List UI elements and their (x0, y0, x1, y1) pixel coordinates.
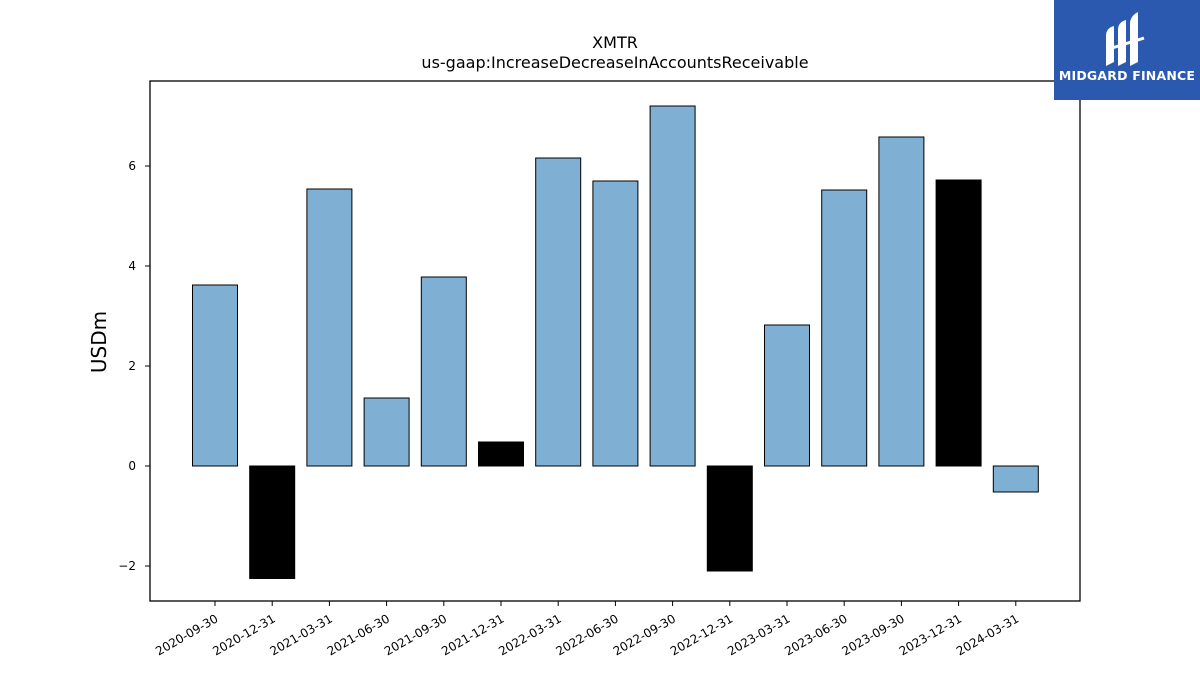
x-tick-label: 2022-03-31 (496, 611, 563, 658)
bar-2022-12-31 (706, 465, 753, 572)
x-tick-label: 2021-03-31 (267, 611, 334, 658)
bars-group (192, 105, 1039, 579)
x-tick-label: 2021-06-30 (325, 611, 392, 658)
x-tick-label: 2024-03-31 (954, 611, 1021, 658)
x-axis-ticks: 2020-09-302020-12-312021-03-312021-06-30… (153, 601, 1021, 658)
y-tick-label: 0 (128, 459, 136, 473)
chart-subtitle: us-gaap:IncreaseDecreaseInAccountsReceiv… (421, 53, 808, 72)
x-tick-label: 2023-09-30 (839, 611, 906, 658)
x-tick-label: 2023-12-31 (897, 611, 964, 658)
y-axis-label: USDm (87, 311, 111, 373)
bar-2022-03-31 (535, 157, 582, 467)
brand-logo: MIDGARD FINANCE (1054, 0, 1200, 100)
bar-2021-03-31 (306, 188, 353, 467)
y-tick-label: 6 (128, 159, 136, 173)
bar-2022-09-30 (649, 105, 696, 467)
bar-2022-06-30 (592, 180, 639, 467)
bar-2021-09-30 (420, 276, 467, 467)
bar-2021-06-30 (363, 397, 410, 467)
bar-2024-03-31 (992, 465, 1039, 493)
y-axis-ticks: −2 0 2 4 6 (118, 159, 150, 573)
bar-2023-03-31 (764, 324, 810, 467)
bar-2023-06-30 (821, 189, 868, 467)
x-tick-label: 2022-06-30 (553, 611, 620, 658)
chart-title: XMTR (592, 33, 638, 52)
x-tick-label: 2021-12-31 (439, 611, 506, 658)
x-tick-label: 2020-12-31 (210, 611, 277, 658)
y-tick-label: −2 (118, 559, 136, 573)
x-tick-label: 2022-12-31 (668, 611, 735, 658)
plot-frame (149, 80, 1081, 602)
bar-2020-09-30 (192, 284, 238, 467)
y-tick-label: 4 (128, 259, 136, 273)
bar-2020-12-31 (249, 465, 296, 579)
x-tick-label: 2023-03-31 (725, 611, 792, 658)
bar-2021-12-31 (478, 441, 524, 467)
bar-2023-12-31 (935, 179, 982, 467)
brand-logo-text: MIDGARD FINANCE (1058, 68, 1196, 83)
x-tick-label: 2023-06-30 (782, 611, 849, 658)
x-tick-label: 2020-09-30 (153, 611, 220, 658)
y-tick-label: 2 (128, 359, 136, 373)
midgard-logo-icon (1106, 12, 1145, 66)
x-tick-label: 2021-09-30 (382, 611, 449, 658)
bar-2023-09-30 (878, 136, 925, 467)
x-tick-label: 2022-09-30 (611, 611, 678, 658)
